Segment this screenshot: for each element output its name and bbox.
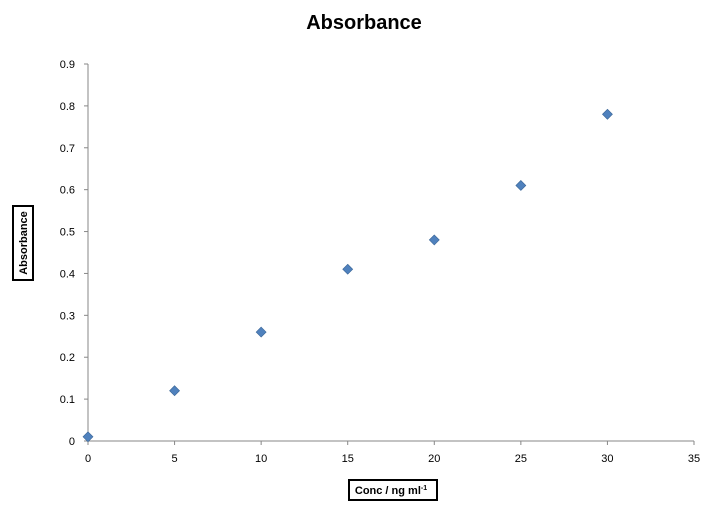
data-points [82, 108, 613, 443]
y-tick-label: 0.7 [60, 143, 75, 155]
x-axis-label-text: Conc / ng ml-1 [355, 485, 427, 497]
y-tick-label: 0 [69, 436, 75, 448]
x-tick-label: 5 [172, 453, 178, 465]
y-tick-label: 0.4 [60, 268, 75, 280]
data-point [82, 431, 94, 443]
data-point [428, 234, 440, 246]
x-tick-label: 15 [342, 453, 354, 465]
data-point [169, 385, 180, 397]
data-point [602, 108, 613, 120]
y-tick-label: 0.6 [60, 185, 75, 197]
x-axis-ticks: 0 5 10 15 20 25 30 35 [85, 441, 700, 465]
x-tick-label: 25 [515, 453, 527, 465]
y-tick-label: 0.2 [60, 352, 75, 364]
x-tick-label: 35 [688, 453, 700, 465]
x-axis-label-main: Conc / ng ml [355, 485, 421, 497]
x-tick-label: 10 [255, 453, 267, 465]
y-tick-label: 0.1 [60, 394, 75, 406]
x-axis-label: Conc / ng ml-1 [348, 479, 438, 501]
x-tick-label: 30 [601, 453, 613, 465]
y-axis-label-text: Absorbance [18, 211, 30, 275]
data-point [342, 263, 354, 275]
y-tick-label: 0.8 [60, 101, 75, 113]
data-point [255, 326, 267, 338]
y-tick-label: 0.5 [60, 227, 75, 239]
y-tick-label: 0.3 [60, 310, 75, 322]
y-axis-label: Absorbance [12, 205, 34, 281]
chart-title: Absorbance [306, 12, 422, 34]
x-tick-label: 0 [85, 453, 91, 465]
x-axis-label-superscript: -1 [421, 485, 427, 492]
y-tick-label: 0.9 [60, 59, 75, 71]
x-tick-label: 20 [428, 453, 440, 465]
y-axis-ticks: 0 0.1 0.2 0.3 0.4 0.5 0.6 0.7 0.8 0.9 [60, 59, 88, 448]
data-point [515, 180, 527, 191]
